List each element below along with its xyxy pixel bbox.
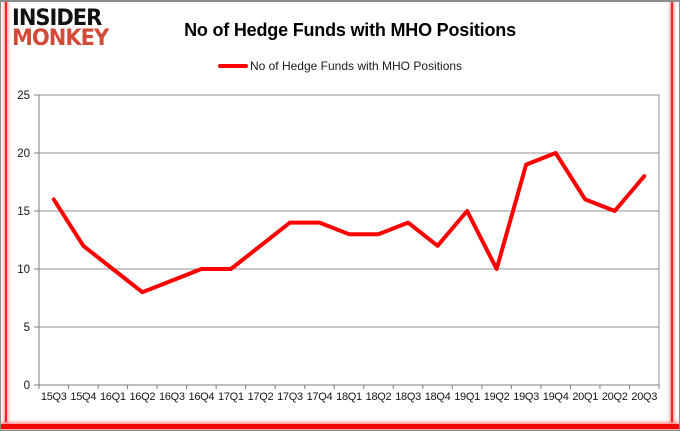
logo-line-monkey: MONKEY (12, 25, 109, 51)
x-tick-label-17Q3: 17Q3 (277, 391, 303, 403)
x-tick-label-15Q3: 15Q3 (41, 391, 67, 403)
x-tick-label-16Q3: 16Q3 (159, 391, 185, 403)
x-tick-label-19Q2: 19Q2 (484, 391, 510, 403)
x-tick-label-16Q2: 16Q2 (129, 391, 155, 403)
y-tick-label-20: 20 (17, 148, 30, 160)
chart-title: No of Hedge Funds with MHO Positions (184, 20, 516, 40)
x-tick-label-18Q2: 18Q2 (366, 391, 392, 403)
x-tick-label-20Q3: 20Q3 (631, 391, 657, 403)
frame-red-edge-left (5, 2, 7, 422)
y-tick-label-15: 15 (17, 206, 30, 218)
logo-line-insider: INSIDER (12, 5, 102, 31)
legend-line-marker (217, 64, 248, 68)
y-tick-label-5: 5 (24, 322, 30, 334)
chart-legend: No of Hedge Funds with MHO Positions (1, 59, 679, 73)
frame-red-edge-right (671, 2, 673, 422)
frame-red-edge-bottom (1, 424, 679, 429)
x-tick-label-18Q4: 18Q4 (425, 391, 451, 403)
x-tick-label-15Q4: 15Q4 (70, 391, 96, 403)
x-tick-label-20Q1: 20Q1 (572, 391, 598, 403)
series-line-hedge-funds (51, 151, 647, 295)
x-tick-label-16Q4: 16Q4 (189, 391, 215, 403)
y-tick-label-25: 25 (17, 90, 30, 102)
insider-monkey-logo: INSIDER MONKEY (12, 5, 109, 51)
x-tick-label-19Q1: 19Q1 (454, 391, 480, 403)
y-tick-label-10: 10 (17, 264, 30, 276)
x-tick-label-20Q2: 20Q2 (602, 391, 628, 403)
y-tick-label-0: 0 (24, 380, 30, 392)
x-tick-label-17Q1: 17Q1 (218, 391, 244, 403)
x-tick-label-17Q4: 17Q4 (307, 391, 333, 403)
legend-label: No of Hedge Funds with MHO Positions (249, 59, 463, 73)
x-tick-label-18Q3: 18Q3 (395, 391, 421, 403)
x-tick-label-16Q1: 16Q1 (100, 391, 126, 403)
x-tick-label-19Q4: 19Q4 (543, 391, 569, 403)
x-tick-label-17Q2: 17Q2 (248, 391, 274, 403)
x-tick-label-19Q3: 19Q3 (513, 391, 539, 403)
x-tick-label-18Q1: 18Q1 (336, 391, 362, 403)
